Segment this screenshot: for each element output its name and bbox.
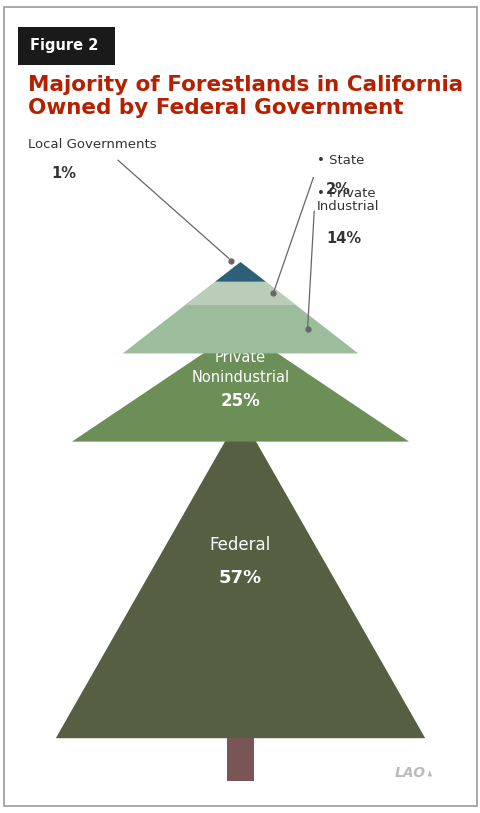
Polygon shape (427, 770, 431, 776)
Text: 14%: 14% (325, 231, 360, 246)
Text: • Private: • Private (316, 188, 374, 201)
Text: Industrial: Industrial (316, 200, 378, 213)
Text: Local Governments: Local Governments (28, 138, 156, 151)
Text: Nonindustrial: Nonindustrial (191, 370, 289, 385)
Text: 1%: 1% (51, 166, 76, 181)
Text: Majority of Forestlands in California: Majority of Forestlands in California (28, 75, 462, 95)
Polygon shape (185, 262, 295, 305)
Text: Federal: Federal (209, 536, 271, 554)
Text: 25%: 25% (220, 392, 260, 410)
Polygon shape (56, 415, 424, 738)
Text: 57%: 57% (218, 569, 262, 587)
Text: Private: Private (215, 350, 265, 365)
Bar (227, 738, 253, 781)
Polygon shape (72, 328, 408, 441)
Text: • State: • State (316, 154, 363, 167)
Text: Figure 2: Figure 2 (30, 38, 98, 54)
Text: LAO: LAO (394, 766, 424, 780)
Text: Owned by Federal Government: Owned by Federal Government (28, 98, 403, 118)
Text: 2%: 2% (325, 182, 350, 197)
Polygon shape (122, 262, 358, 354)
FancyBboxPatch shape (18, 27, 115, 65)
Polygon shape (215, 262, 265, 281)
